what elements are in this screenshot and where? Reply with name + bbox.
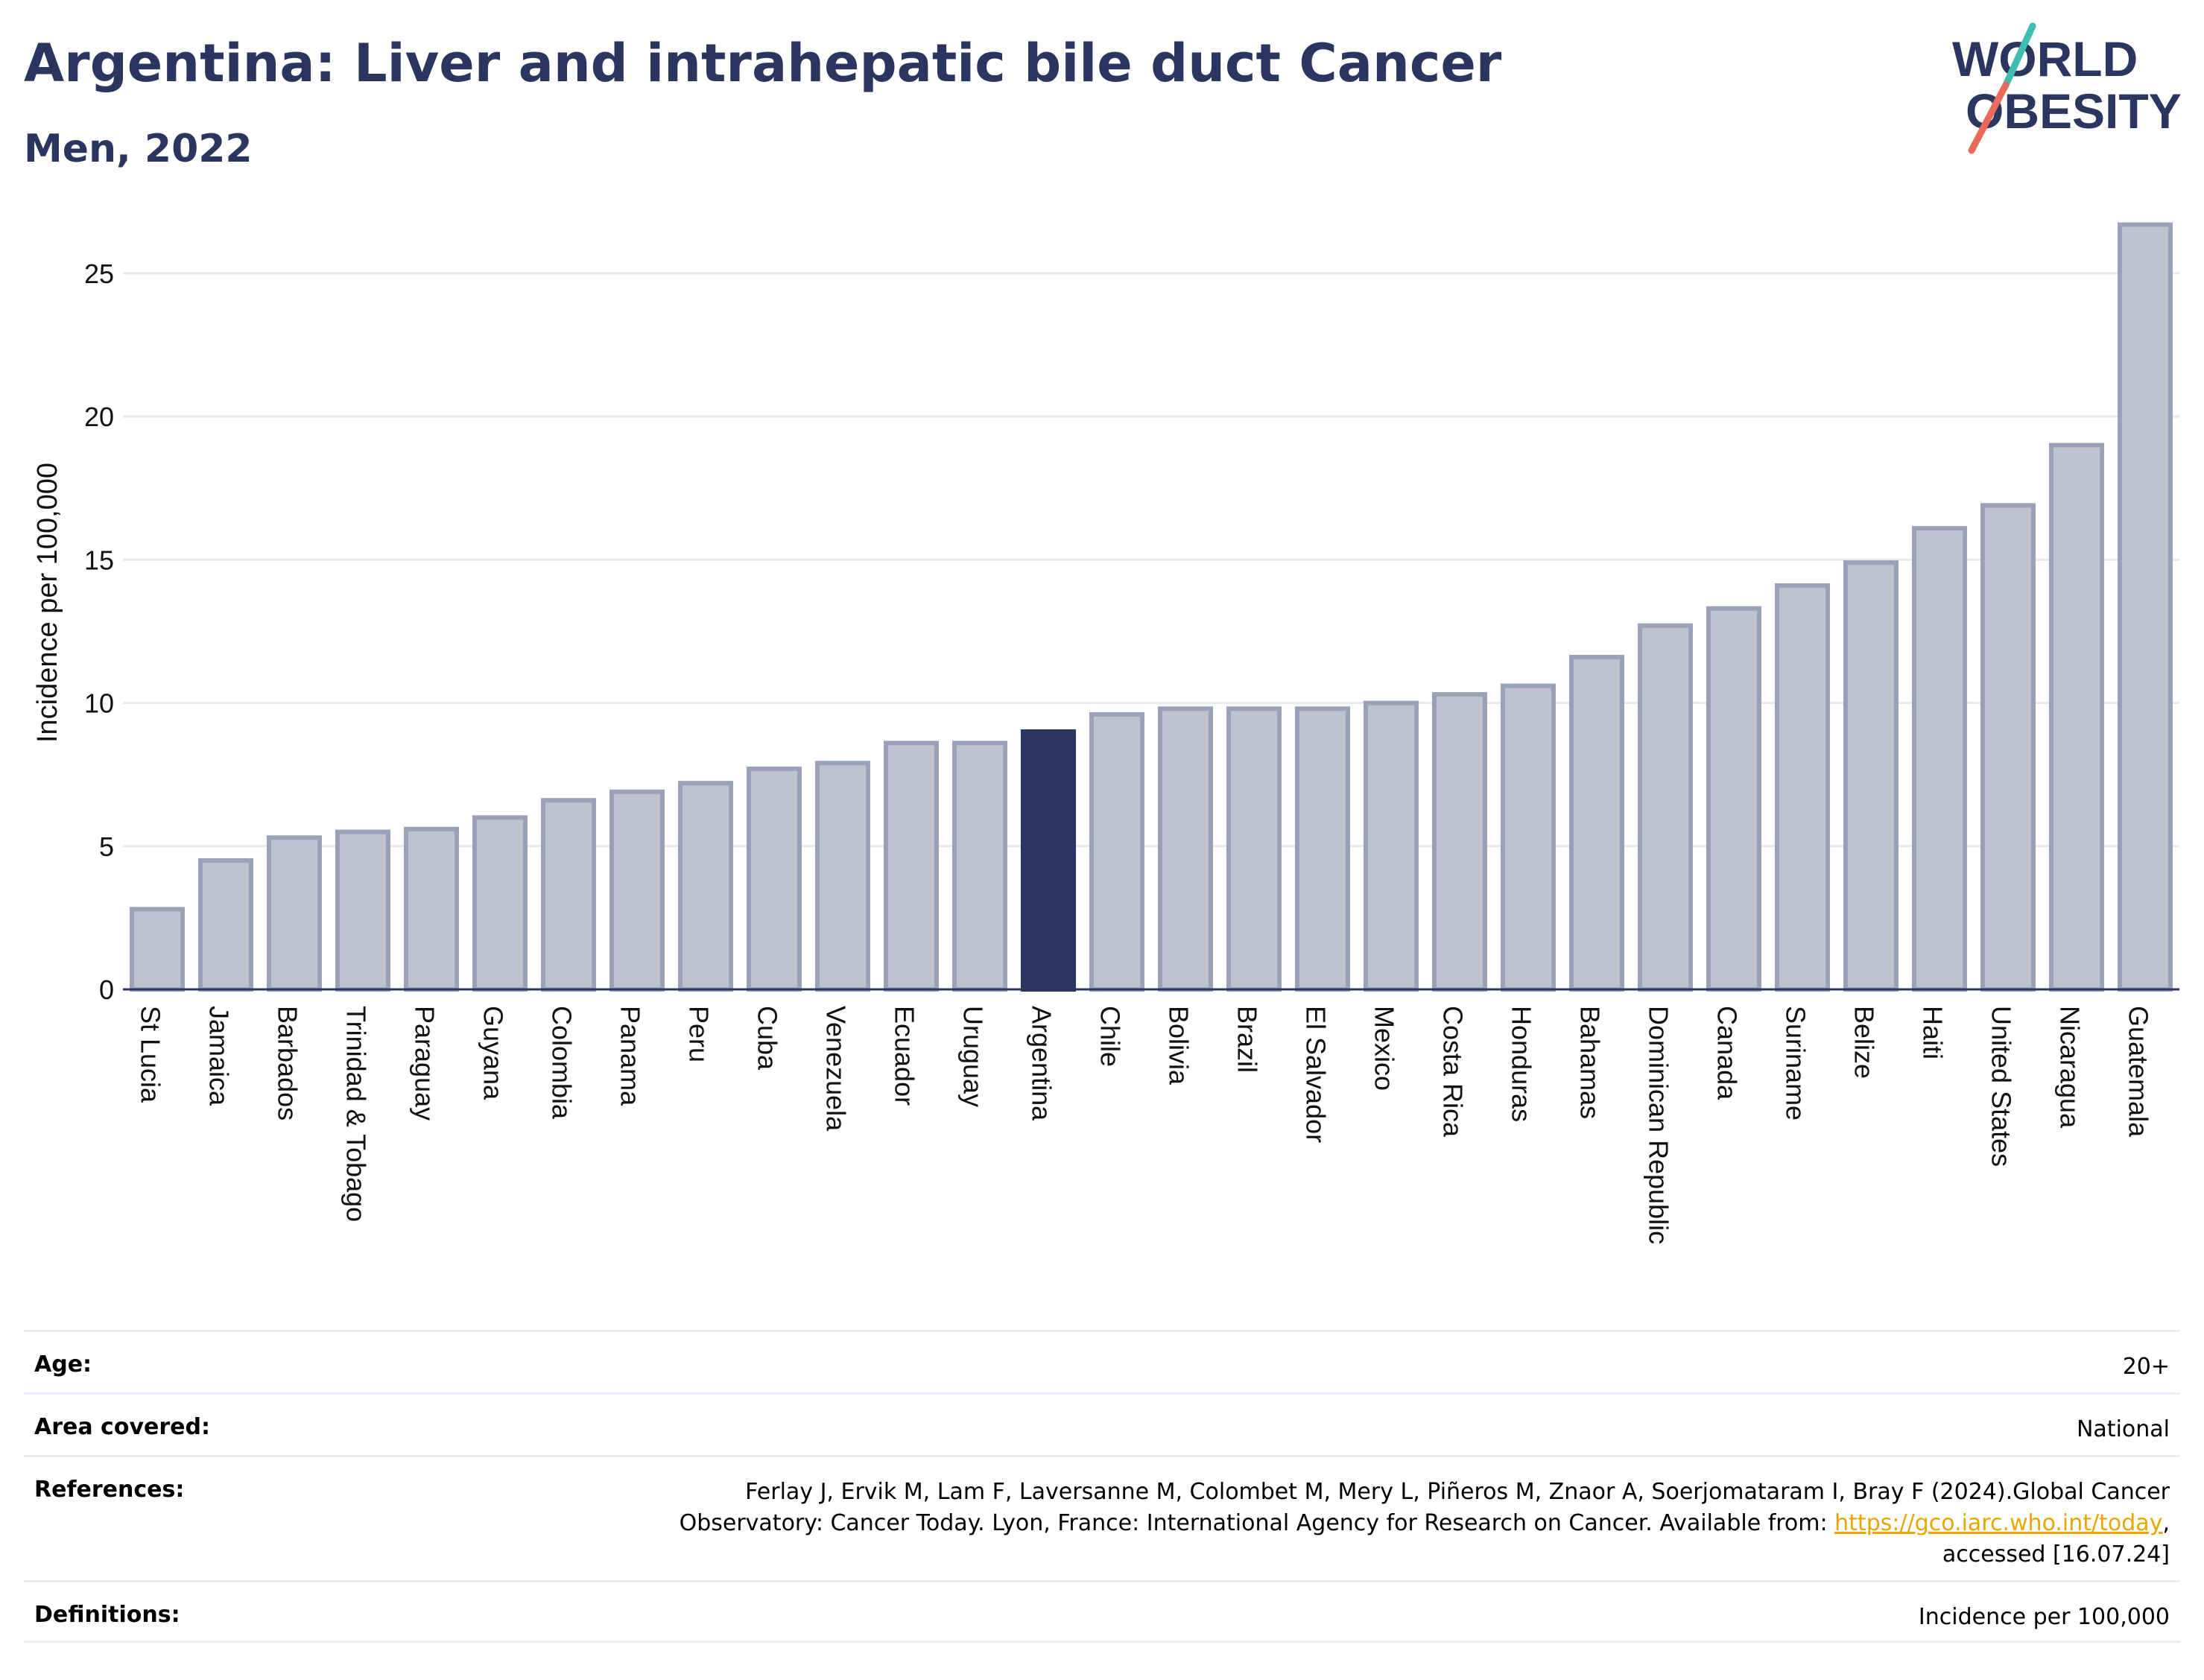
bar-costa-rica — [1431, 692, 1488, 992]
x-tick-label: United States — [1986, 1006, 2016, 1167]
bar-dominican-republic — [1637, 623, 1694, 992]
grid-lines — [123, 272, 2179, 848]
x-tick-label: Colombia — [546, 1006, 577, 1120]
logo-slash-teal — [2002, 22, 2036, 89]
bar-colombia — [540, 798, 597, 992]
bar-uruguay — [951, 741, 1008, 992]
x-tick-label: Bahamas — [1574, 1006, 1605, 1119]
logo-line-1: WORLD — [1952, 31, 2138, 86]
y-tick-label: 10 — [84, 688, 114, 719]
meta-label-definitions: Definitions: — [34, 1602, 180, 1628]
bar-haiti — [1911, 526, 1968, 992]
page-title: Argentina: Liver and intrahepatic bile d… — [24, 33, 1502, 94]
bar-canada — [1706, 606, 1762, 992]
bar-el-salvador — [1294, 706, 1351, 992]
x-tick-label: Suriname — [1780, 1006, 1811, 1120]
bar-guatemala — [2117, 222, 2173, 992]
reference-link[interactable]: https://gco.iarc.who.int/today — [1834, 1510, 2163, 1536]
x-tick-label: Belize — [1849, 1006, 1879, 1079]
bar-bolivia — [1157, 706, 1214, 992]
bar-st-lucia — [129, 907, 186, 992]
x-tick-label: Guatemala — [2123, 1006, 2153, 1138]
meta-value-area: National — [2076, 1416, 2170, 1442]
bar-nicaragua — [2048, 443, 2105, 992]
y-tick-label: 25 — [84, 259, 114, 289]
bar-panama — [609, 789, 665, 992]
y-axis-label: Incidence per 100,000 — [32, 463, 63, 743]
meta-label-age: Age: — [34, 1351, 92, 1378]
meta-value-age: 20+ — [2122, 1354, 2170, 1380]
reference-accessed: , accessed [16.07.24] — [1942, 1510, 2170, 1568]
bar-peru — [677, 781, 734, 992]
metadata-table: Age: 20+ Area covered: National Referenc… — [24, 1330, 2180, 1643]
x-tick-label: Trinidad & Tobago — [341, 1006, 371, 1222]
x-tick-label: Argentina — [1026, 1006, 1057, 1121]
meta-row-area: Area covered: National — [24, 1392, 2180, 1455]
bar-chart: 0 5 10 15 20 25 Incidence per 100,000 St Luci… — [32, 222, 2179, 1244]
y-tick-label: 0 — [99, 974, 114, 1005]
meta-row-references: References: Ferlay J, Ervik M, Lam F, La… — [24, 1455, 2180, 1580]
x-tick-label: Dominican Republic — [1643, 1006, 1673, 1244]
meta-row-age: Age: 20+ — [24, 1330, 2180, 1392]
bar-mexico — [1363, 700, 1419, 992]
bar-barbados — [266, 835, 323, 992]
x-tick-label: Canada — [1711, 1006, 1742, 1100]
x-tick-label: Paraguay — [409, 1006, 440, 1120]
logo-slash-coral — [1968, 81, 2010, 154]
bar-chile — [1089, 711, 1145, 992]
y-tick-label: 20 — [84, 402, 114, 432]
bar-bahamas — [1568, 655, 1625, 992]
bars — [129, 222, 2173, 992]
x-tick-label: Haiti — [1917, 1006, 1948, 1059]
bar-belize — [1843, 560, 1899, 992]
bar-trinidad-tobago — [335, 829, 391, 992]
x-tick-label: Costa Rica — [1437, 1006, 1468, 1138]
x-tick-label: Cuba — [752, 1006, 782, 1071]
bar-suriname — [1774, 583, 1831, 992]
bar-guyana — [472, 815, 528, 992]
x-tick-label: Panama — [615, 1006, 645, 1106]
meta-label-references: References: — [34, 1477, 185, 1503]
x-tick-label: Brazil — [1232, 1006, 1262, 1073]
x-tick-label: El Salvador — [1300, 1006, 1331, 1143]
x-tick-label: Nicaragua — [2054, 1006, 2085, 1129]
y-tick-label: 15 — [84, 545, 114, 575]
x-tick-label: Uruguay — [957, 1006, 988, 1107]
x-tick-label: Peru — [683, 1006, 714, 1062]
x-tick-label: Venezuela — [820, 1006, 851, 1132]
bar-honduras — [1500, 683, 1557, 992]
x-tick-label: Guyana — [478, 1006, 508, 1100]
bar-brazil — [1226, 706, 1282, 992]
x-tick-label: St Lucia — [135, 1006, 165, 1103]
bar-argentina — [1020, 729, 1077, 992]
reference-text: Ferlay J, Ervik M, Lam F, Laversanne M, … — [679, 1479, 2170, 1536]
bar-cuba — [746, 766, 802, 992]
world-obesity-logo: WORLD OBESITY — [1952, 22, 2182, 154]
meta-value-references: Ferlay J, Ervik M, Lam F, Laversanne M, … — [605, 1477, 2170, 1570]
x-tick-label: Barbados — [272, 1006, 303, 1120]
x-tick-label: Chile — [1095, 1006, 1125, 1067]
x-tick-label: Mexico — [1369, 1006, 1399, 1091]
bar-jamaica — [197, 858, 254, 992]
y-tick-label: 5 — [99, 831, 114, 862]
x-tick-label: Honduras — [1506, 1006, 1536, 1122]
meta-label-area: Area covered: — [34, 1414, 210, 1440]
y-axis-ticks: 0 5 10 15 20 25 — [84, 259, 114, 1005]
x-tick-label: Jamaica — [203, 1006, 234, 1106]
bar-paraguay — [403, 826, 460, 992]
bar-united-states — [1980, 503, 2036, 992]
bar-venezuela — [814, 761, 871, 992]
x-tick-label: Ecuador — [889, 1006, 919, 1106]
logo-line-2: OBESITY — [1966, 83, 2182, 139]
x-tick-label: Bolivia — [1163, 1006, 1194, 1085]
page-subtitle: Men, 2022 — [24, 127, 253, 171]
meta-value-definitions: Incidence per 100,000 — [1918, 1604, 2170, 1630]
bar-ecuador — [883, 741, 940, 992]
meta-row-definitions: Definitions: Incidence per 100,000 — [24, 1580, 2180, 1643]
x-axis-labels: St Lucia Jamaica Barbados Trinidad & Tobago… — [135, 1006, 2153, 1244]
